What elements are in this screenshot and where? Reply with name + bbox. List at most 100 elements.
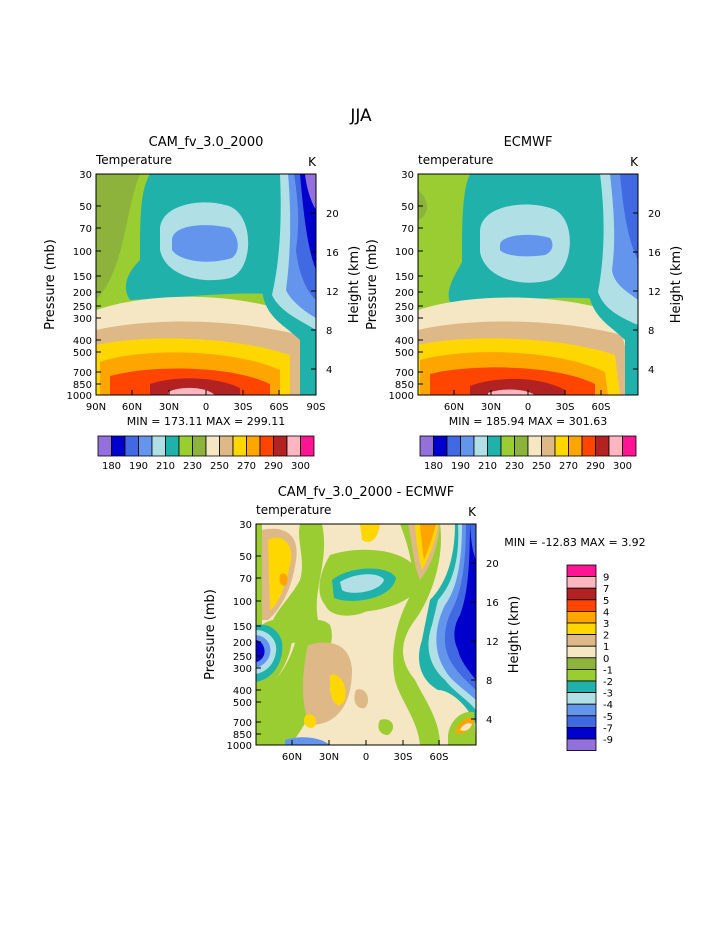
y-tick-label: 30 [401,170,414,181]
legend-swatch [566,576,597,589]
legend-label: -9 [603,735,613,746]
y-right-axis-label: Height (km) [507,596,522,673]
legend-swatch [566,611,597,624]
colorbar-label: 190 [451,461,470,472]
colorbar-swatch [111,435,126,457]
colorbar-swatch [460,435,475,457]
legend-label: 0 [603,654,609,665]
y-tick-label: 300 [233,664,252,675]
legend-label: -7 [603,723,613,734]
legend-swatch [566,692,597,705]
colorbar-swatch [527,435,542,457]
panel-model-subtitle: Temperature [95,153,172,167]
y-tick-label: 150 [233,622,252,633]
contour-band [285,737,330,745]
colorbar-swatch [151,435,166,457]
x-tick-label: 30N [159,402,179,413]
legend-swatch [566,727,597,740]
colorbar-swatch [246,435,261,457]
y-right-tick-label: 12 [648,287,661,298]
y-tick-label: 250 [73,302,92,313]
y-right-tick-label: 8 [326,326,332,337]
contour-band [96,174,140,300]
colorbar-swatch [541,435,556,457]
y-tick-label: 150 [395,272,414,283]
panel-difference-contours [256,524,476,745]
legend-swatch [566,680,597,694]
contour-band [393,524,441,745]
contour-band [454,524,476,680]
colorbar-swatch [487,435,502,457]
panel-model-stats: MIN = 173.11 MAX = 299.11 [127,415,285,428]
x-tick-label: 60N [122,402,142,413]
colorbar-swatch [124,435,139,457]
y-tick-label: 200 [233,638,252,649]
panel-difference-stats: MIN = -12.83 MAX = 3.92 [504,536,645,549]
colorbar-swatch [259,435,274,457]
x-tick-label: 90N [86,402,106,413]
x-tick-label: 30S [233,402,252,413]
y-tick-label: 300 [73,314,92,325]
contour-band [172,225,238,262]
panel-difference-title: CAM_fv_3.0_2000 - ECMWF [278,485,455,500]
legend-swatch [566,645,597,659]
y-right-tick-label: 16 [486,598,499,609]
y-right-axis-label: Height (km) [347,246,362,323]
contour-band [268,537,292,610]
contour-band [354,689,369,709]
contour-band [305,174,316,210]
panel-model-title: CAM_fv_3.0_2000 [149,135,264,150]
y-tick-label: 500 [73,348,92,359]
colorbar-label: 180 [424,461,443,472]
panel-reanalysis-title: ECMWF [504,135,553,150]
y-right-tick-label: 12 [486,637,499,648]
colorbar-swatch [608,435,623,457]
y-right-tick-label: 4 [326,365,332,376]
y-tick-label: 70 [401,224,414,235]
panel-reanalysis-contours [418,174,638,395]
panel-difference: CAM_fv_3.0_2000 - ECMWF temperature K [203,485,646,763]
colorbar-label: 300 [291,461,310,472]
contour-band [330,674,346,706]
colorbar-label: 230 [183,461,202,472]
panel-model: CAM_fv_3.0_2000 Temperature K 30 50 70 100 1… [43,135,362,472]
x-tick-label: 60S [429,752,448,763]
x-tick-label: 60S [269,402,288,413]
y-right-tick-label: 16 [326,248,339,259]
y-tick-label: 850 [233,730,252,741]
contour-band [418,190,427,220]
legend-swatch [566,703,597,717]
x-tick-label: 0 [203,402,209,413]
x-tick-label: 90S [306,402,325,413]
colorbar-swatch [622,435,637,457]
contour-band [360,524,380,542]
colorbar-label: 300 [613,461,632,472]
legend-swatch [566,564,597,578]
colorbar-swatch [219,435,234,457]
colorbar-swatch [178,435,193,457]
y-tick-label: 700 [73,368,92,379]
y-tick-label: 500 [233,698,252,709]
legend-swatch [566,669,597,682]
x-tick-label: 30S [555,402,574,413]
legend-label: 9 [603,573,609,584]
y-tick-label: 500 [395,348,414,359]
y-tick-label: 100 [73,247,92,258]
y-right-tick-label: 20 [486,559,499,570]
colorbar-label: 250 [210,461,229,472]
y-tick-label: 400 [395,336,414,347]
y-right-tick-label: 20 [648,209,661,220]
legend-label: 7 [603,584,609,595]
contour-band [470,524,476,560]
x-tick-label: 0 [363,752,369,763]
colorbar-swatch [300,435,315,457]
colorbar-label: 290 [264,461,283,472]
colorbar-swatch [273,435,288,457]
contour-band [460,723,472,731]
y-right-tick-label: 8 [648,326,654,337]
panel-reanalysis-units: K [630,155,639,169]
colorbar-label: 230 [505,461,524,472]
